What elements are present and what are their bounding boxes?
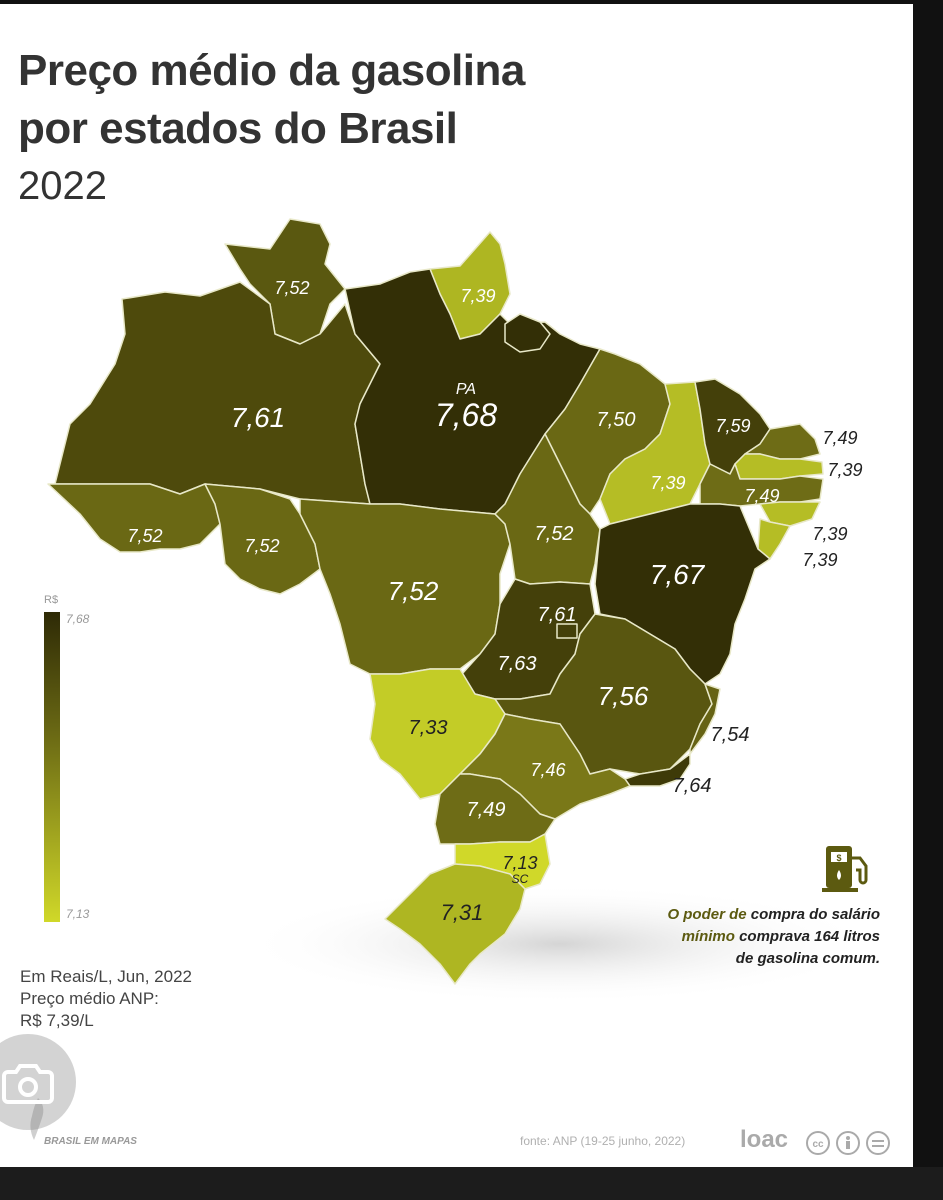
state-code-sc: SC: [512, 872, 529, 886]
state-price-ba: 7,67: [650, 559, 706, 590]
title-line-1: Preço médio da gasolina: [18, 46, 525, 95]
state-price-se: 7,39: [802, 550, 837, 570]
state-price-rn: 7,49: [822, 428, 857, 448]
google-lens-icon[interactable]: [0, 1058, 56, 1108]
title-line-2: por estados do Brasil: [18, 104, 458, 153]
state-mt: [299, 498, 511, 675]
state-price-rs: 7,31: [441, 900, 484, 925]
state-price-ro: 7,52: [244, 536, 279, 556]
callout-part-4: comprava 164 litros: [734, 928, 880, 945]
brazil-map: 7,52 7,397,61 7,68PA7,507,397,597,497,397,…: [47, 218, 880, 1004]
state-price-rj: 7,64: [673, 775, 712, 797]
state-price-mt: 7,52: [388, 576, 439, 606]
state-price-sc: 7,13: [502, 853, 537, 873]
creative-commons-icon: cc: [806, 1131, 890, 1155]
publisher-name: BRASIL EM MAPAS: [44, 1136, 137, 1147]
note-line-1: Em Reais/L, Jun, 2022: [20, 967, 192, 986]
google-lens-button[interactable]: [0, 1034, 76, 1130]
state-price-to: 7,52: [535, 523, 574, 545]
frame-top-bar: [0, 0, 943, 4]
legend-max: 7,68: [66, 612, 90, 626]
state-price-sp: 7,46: [530, 760, 566, 780]
fuel-pump-icon: $: [822, 846, 868, 892]
legend-color-bar: [44, 612, 60, 922]
infographic-card: Preço médio da gasolina por estados do B…: [0, 4, 913, 1167]
state-price-df: 7,61: [538, 604, 577, 626]
state-df: [556, 623, 578, 639]
state-price-rr: 7,52: [274, 278, 309, 298]
state-price-ac: 7,52: [127, 526, 162, 546]
state-price-ms: 7,33: [409, 717, 448, 739]
frame-right-bar: [913, 0, 943, 1168]
state-price-es: 7,54: [711, 724, 750, 746]
state-price-ap: 7,39: [460, 286, 495, 306]
callout-part-1: O poder de: [667, 906, 751, 923]
callout-part-2: compra do salário: [750, 906, 880, 923]
state-rr: [224, 218, 346, 345]
legend-currency: R$: [44, 594, 59, 606]
state-price-pa: 7,68: [435, 397, 497, 433]
state-price-al: 7,39: [812, 524, 847, 544]
source-text: fonte: ANP (19-25 junho, 2022): [520, 1134, 686, 1148]
state-ro: [204, 483, 321, 595]
state-price-ce: 7,59: [715, 416, 750, 436]
state-price-pe: 7,49: [744, 486, 779, 506]
state-am: [54, 281, 381, 505]
state-price-ma: 7,50: [597, 409, 636, 431]
state-price-am: 7,61: [231, 402, 286, 433]
legend-min: 7,13: [66, 907, 90, 921]
note-line-3: R$ 7,39/L: [20, 1011, 94, 1030]
state-price-mg: 7,56: [598, 681, 649, 711]
note-line-2: Preço médio ANP:: [20, 989, 159, 1008]
state-code-pa: PA: [456, 381, 476, 398]
note: Em Reais/L, Jun, 2022 Preço médio ANP: R…: [20, 966, 192, 1032]
svg-text:$: $: [836, 853, 841, 863]
state-pa-marajo: [504, 313, 551, 353]
callout-part-3: mínimo: [681, 928, 735, 945]
frame-bottom-bar: [0, 1167, 943, 1200]
brand-logo: loac: [740, 1126, 789, 1153]
state-price-go: 7,63: [498, 653, 537, 675]
title-year: 2022: [18, 164, 107, 208]
callout-text: O poder de compra do salário mínimo comp…: [600, 904, 880, 970]
state-price-pr: 7,49: [467, 799, 506, 821]
state-price-pb: 7,39: [827, 460, 862, 480]
callout-part-5: de gasolina comum.: [735, 950, 880, 967]
svg-text:cc: cc: [812, 1139, 824, 1150]
state-price-pi: 7,39: [650, 473, 685, 493]
state-rs: [384, 863, 526, 985]
brand-emblem-icon: [30, 1098, 44, 1140]
state-ac: [47, 483, 221, 553]
